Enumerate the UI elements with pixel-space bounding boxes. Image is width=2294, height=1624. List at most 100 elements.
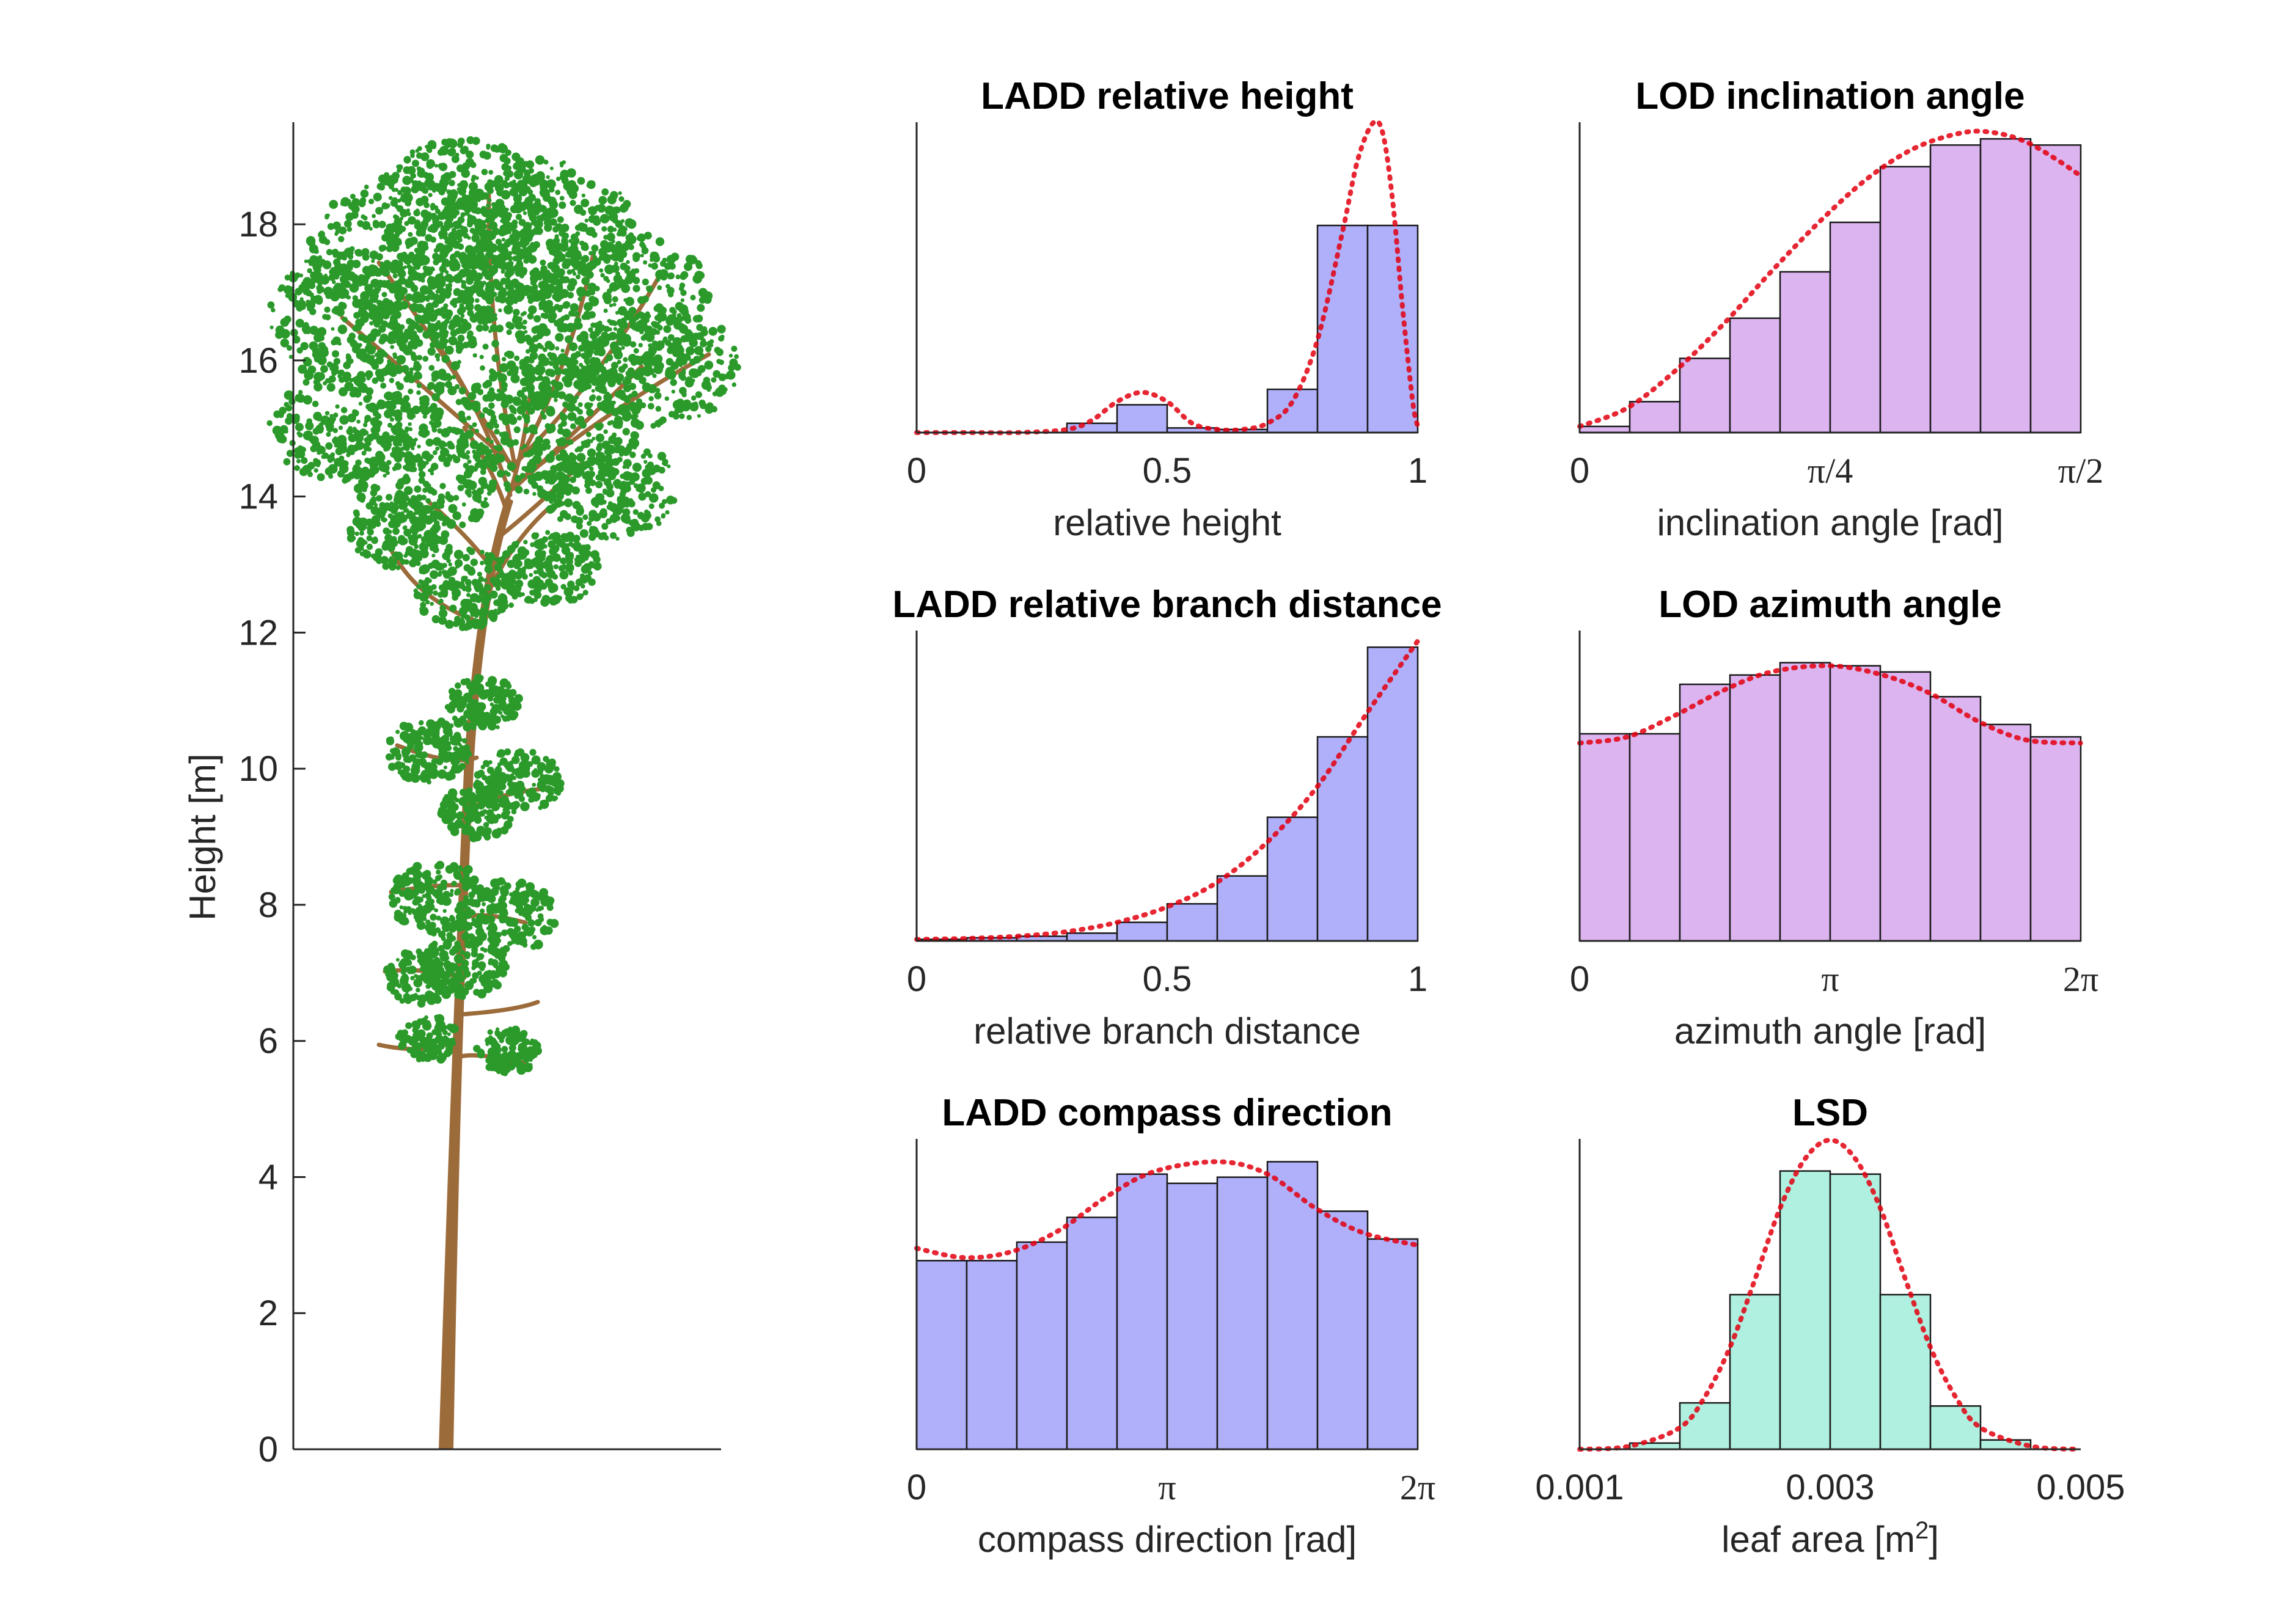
leaf-mark: [625, 234, 632, 241]
leaf-mark: [447, 814, 454, 821]
leaf-mark: [589, 180, 596, 186]
leaf-mark: [603, 309, 608, 313]
leaf-mark: [401, 365, 409, 373]
leaf-mark: [606, 334, 613, 341]
leaf-mark: [288, 354, 293, 359]
leaf-mark: [467, 330, 474, 337]
leaf-mark: [409, 167, 414, 171]
leaf-mark: [304, 259, 308, 263]
leaf-mark: [675, 274, 681, 280]
leaf-mark: [581, 277, 590, 285]
leaf-mark: [472, 466, 478, 472]
leaf-mark: [419, 741, 423, 746]
leaf-mark: [496, 371, 501, 375]
leaf-mark: [416, 583, 422, 590]
leaf-mark: [581, 242, 588, 249]
leaf-mark: [599, 327, 604, 332]
leaf-mark: [667, 464, 671, 469]
leaf-mark: [342, 477, 348, 484]
leaf-mark: [719, 326, 725, 332]
leaf-mark: [306, 236, 316, 246]
leaf-mark: [587, 521, 592, 526]
leaf-mark: [362, 422, 368, 428]
leaf-mark: [510, 374, 520, 384]
leaf-mark: [536, 343, 543, 349]
leaf-mark: [495, 238, 502, 245]
leaf-mark: [455, 751, 462, 758]
leaf-mark: [364, 419, 368, 423]
leaf-mark: [543, 312, 549, 320]
leaf-mark: [348, 434, 357, 442]
leaf-mark: [384, 228, 392, 236]
leaf-mark: [375, 207, 383, 215]
leaf-mark: [643, 332, 650, 340]
leaf-mark: [527, 919, 535, 927]
leaf-mark: [608, 327, 612, 332]
leaf-mark: [455, 298, 461, 304]
leaf-mark: [390, 887, 397, 894]
leaf-mark: [711, 377, 717, 383]
leaf-mark: [577, 446, 584, 452]
leaf-mark: [506, 329, 512, 335]
leaf-mark: [446, 189, 452, 195]
leaf-mark: [603, 246, 608, 252]
leaf-mark: [392, 551, 400, 559]
leaf-mark: [498, 711, 503, 715]
leaf-mark: [550, 465, 557, 472]
leaf-mark: [370, 553, 376, 559]
leaf-mark: [332, 350, 339, 358]
leaf-mark: [425, 298, 430, 302]
leaf-mark: [514, 767, 524, 777]
leaf-mark: [551, 249, 558, 257]
leaf-mark: [437, 717, 446, 726]
leaf-mark: [444, 345, 454, 355]
leaf-mark: [582, 439, 591, 448]
leaf-mark: [419, 511, 427, 520]
leaf-mark: [448, 687, 456, 695]
leaf-mark: [589, 331, 598, 340]
leaf-mark: [313, 266, 321, 274]
leaf-mark: [591, 389, 595, 393]
leaf-mark: [545, 453, 555, 463]
leaf-mark: [546, 407, 555, 417]
leaf-mark: [318, 335, 325, 342]
leaf-mark: [331, 327, 335, 331]
leaf-mark: [546, 563, 553, 571]
leaf-mark: [554, 294, 562, 302]
leaf-mark: [318, 445, 323, 450]
leaf-mark: [692, 315, 700, 323]
leaf-mark: [609, 420, 614, 425]
leaf-mark: [353, 312, 361, 319]
leaf-mark: [422, 414, 428, 419]
leaf-mark: [509, 569, 515, 575]
leaf-mark: [567, 580, 575, 588]
leaf-mark: [417, 444, 421, 449]
leaf-mark: [333, 357, 341, 365]
leaf-mark: [425, 920, 431, 925]
leaf-mark: [522, 444, 527, 448]
leaf-mark: [362, 550, 372, 559]
leaf-mark: [673, 321, 683, 330]
leaf-mark: [441, 254, 447, 259]
leaf-mark: [606, 279, 610, 283]
leaf-mark: [496, 725, 500, 730]
leaf-mark: [474, 618, 482, 626]
leaf-mark: [566, 596, 573, 602]
leaf-mark: [427, 578, 432, 583]
leaf-mark: [346, 227, 353, 232]
leaf-mark: [346, 265, 353, 271]
leaf-mark: [445, 320, 449, 324]
leaf-mark: [566, 185, 573, 192]
leaf-mark: [486, 491, 492, 496]
leaf-mark: [530, 175, 537, 182]
leaf-mark: [524, 233, 533, 243]
leaf-mark: [389, 379, 394, 384]
leaf-mark: [616, 337, 621, 342]
leaf-mark: [299, 467, 308, 477]
leaf-mark: [645, 522, 653, 530]
leaf-mark: [612, 207, 617, 211]
leaf-mark: [484, 691, 489, 696]
leaf-mark: [515, 486, 523, 494]
leaf-mark: [507, 293, 516, 302]
leaf-mark: [545, 530, 551, 535]
